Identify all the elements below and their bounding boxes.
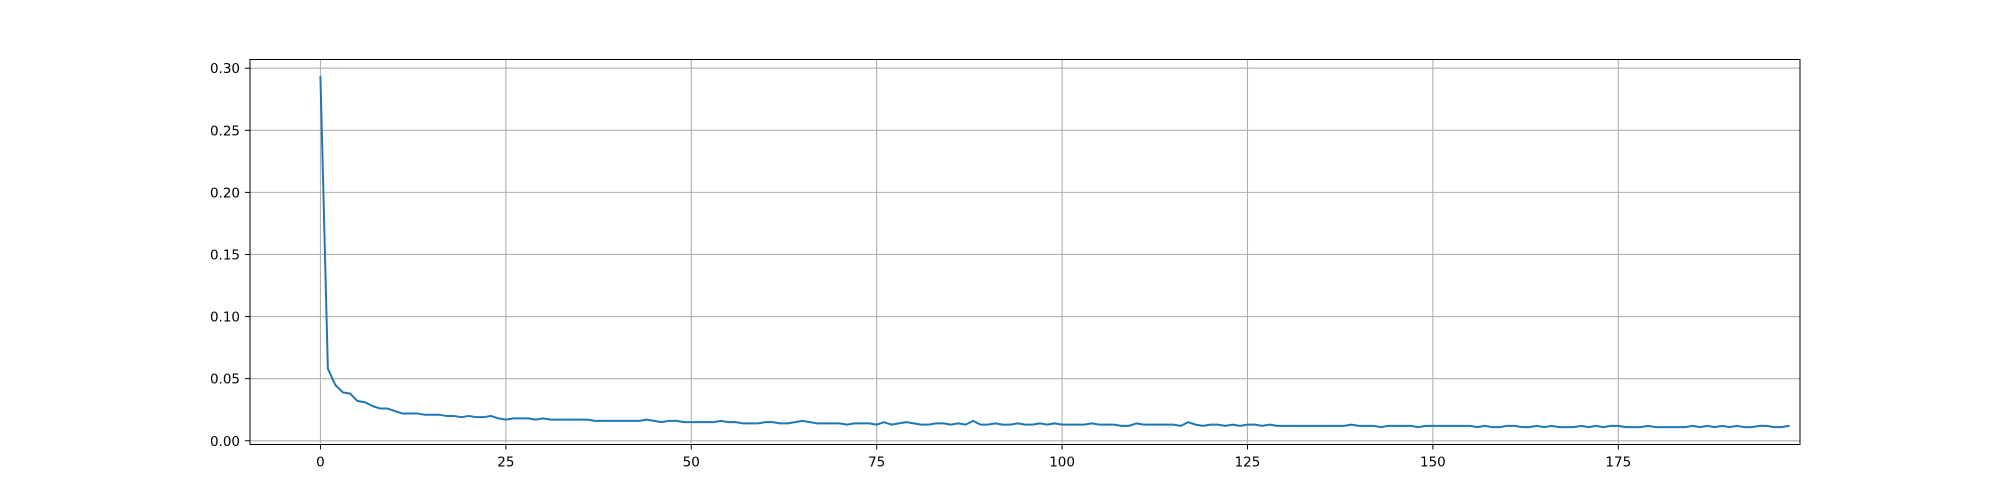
y-axis: 0.00 0.05 0.10 0.15 0.20 0.25 0.30 <box>210 61 250 450</box>
x-tick-label: 75 <box>868 455 885 471</box>
y-tick-label: 0.00 <box>210 434 240 450</box>
x-tick-label: 100 <box>1049 455 1075 471</box>
x-tick-label: 175 <box>1605 455 1631 471</box>
y-tick-label: 0.05 <box>210 372 240 388</box>
x-tick-label: 150 <box>1420 455 1446 471</box>
x-tick-label: 25 <box>497 455 514 471</box>
y-tick-label: 0.30 <box>210 61 240 77</box>
plot-area-frame <box>249 59 1801 445</box>
y-tick-label: 0.20 <box>210 185 240 201</box>
y-tick-label: 0.25 <box>210 123 240 139</box>
y-tick-label: 0.15 <box>210 247 240 263</box>
y-tick-label: 0.10 <box>210 310 240 326</box>
series-layer <box>319 75 1790 429</box>
x-tick-label: 50 <box>683 455 700 471</box>
x-tick-label: 125 <box>1235 455 1261 471</box>
y-gridlines <box>250 67 1800 442</box>
x-axis: 0 25 50 75 100 125 150 175 <box>316 444 1631 471</box>
x-gridlines <box>319 59 1619 445</box>
series-line <box>319 75 1790 429</box>
x-tick-label: 0 <box>316 455 325 471</box>
